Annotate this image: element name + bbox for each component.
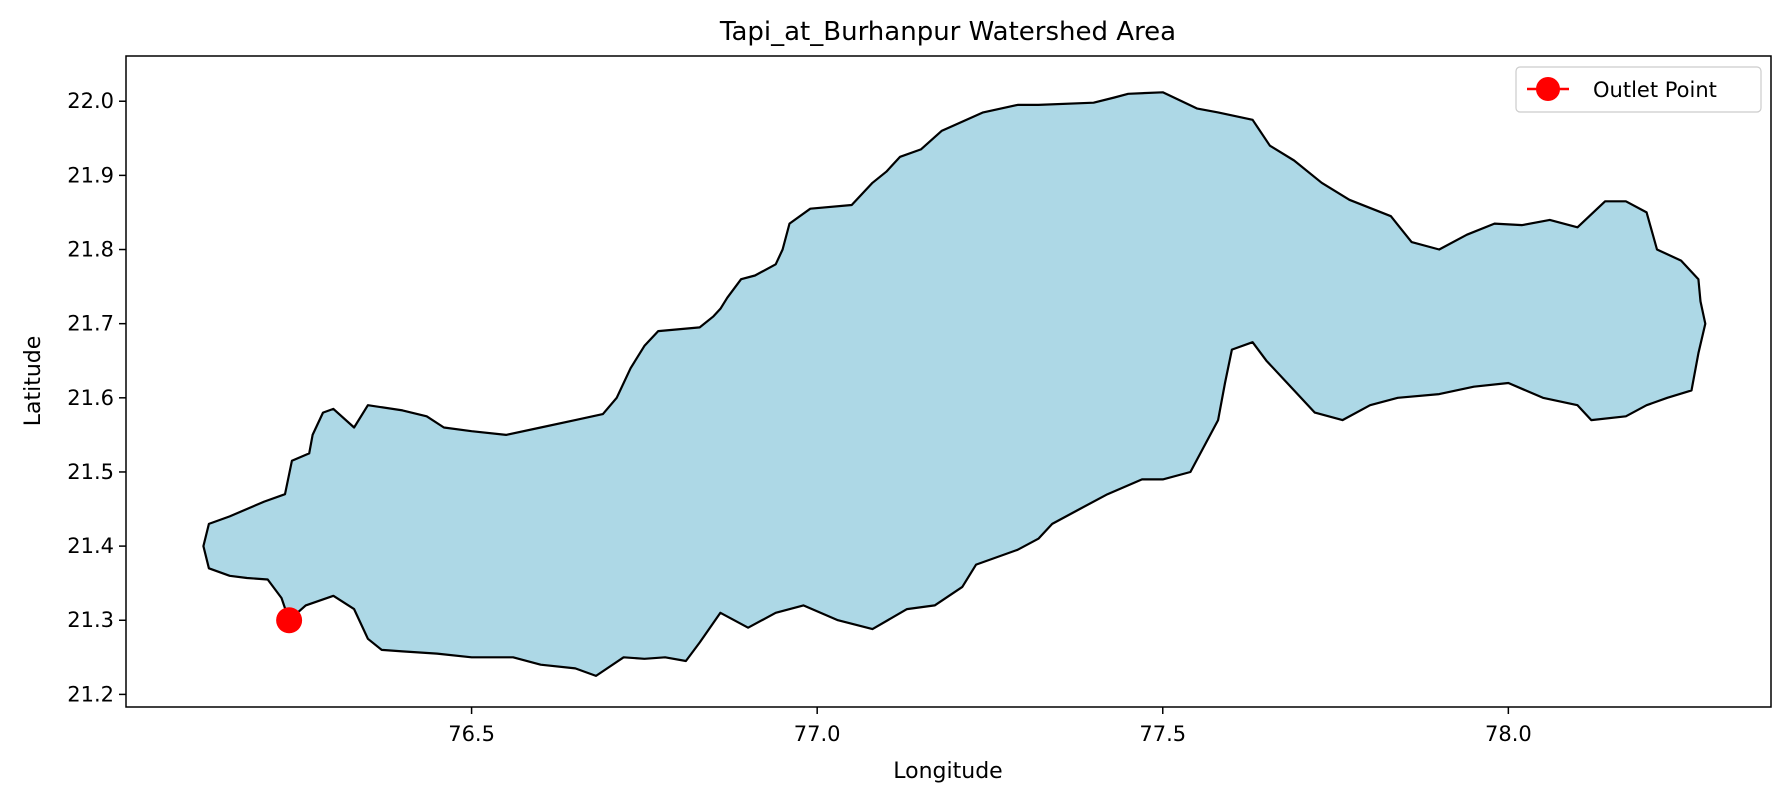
watershed-polygon — [202, 91, 1707, 678]
x-tick-label: 77.0 — [794, 722, 841, 746]
y-axis-ticks: 21.2 21.3 21.4 21.5 21.6 21.7 21.8 21.9 22.0 — [67, 89, 126, 706]
axes-frame — [125, 55, 1772, 708]
x-tick-label: 77.5 — [1139, 722, 1186, 746]
x-tick-label: 76.5 — [448, 722, 495, 746]
outlet-point-marker — [276, 607, 303, 634]
y-tick-label: 21.8 — [67, 238, 114, 262]
x-axis-label: Longitude — [893, 759, 1002, 784]
legend-outlet-marker — [1536, 77, 1560, 101]
x-axis-ticks: 76.5 77.0 77.5 78.0 — [448, 707, 1532, 746]
y-tick-label: 21.7 — [67, 312, 114, 336]
y-tick-label: 21.4 — [67, 534, 114, 558]
y-tick-label: 21.3 — [67, 608, 114, 632]
y-tick-label: 22.0 — [67, 89, 114, 113]
chart-title: Tapi_at_Burhanpur Watershed Area — [719, 17, 1176, 47]
x-tick-label: 78.0 — [1485, 722, 1532, 746]
y-tick-label: 21.9 — [67, 163, 114, 187]
y-axis-label: Latitude — [21, 336, 46, 427]
y-tick-label: 21.6 — [67, 386, 114, 410]
legend: Outlet Point — [1515, 66, 1762, 113]
legend-box — [1515, 66, 1762, 113]
plot-area — [202, 91, 1707, 678]
y-tick-label: 21.5 — [67, 460, 114, 484]
legend-outlet-label: Outlet Point — [1593, 78, 1717, 102]
y-tick-label: 21.2 — [67, 682, 114, 706]
